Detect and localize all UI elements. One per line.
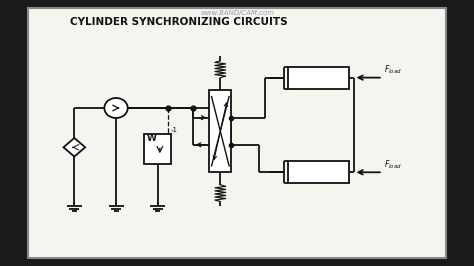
Text: CYLINDER SYNCHRONIZING CIRCUITS: CYLINDER SYNCHRONIZING CIRCUITS xyxy=(70,17,288,27)
Bar xyxy=(210,90,231,172)
Bar xyxy=(144,134,171,164)
Circle shape xyxy=(104,98,128,118)
Bar xyxy=(288,161,348,183)
Text: -1: -1 xyxy=(170,127,177,134)
Text: www.BANDICAM.com: www.BANDICAM.com xyxy=(200,10,274,16)
Text: $F_{load}$: $F_{load}$ xyxy=(383,63,401,76)
Bar xyxy=(288,66,348,89)
Polygon shape xyxy=(64,138,85,157)
Text: W: W xyxy=(146,134,156,143)
Text: $F_{load}$: $F_{load}$ xyxy=(383,158,401,171)
